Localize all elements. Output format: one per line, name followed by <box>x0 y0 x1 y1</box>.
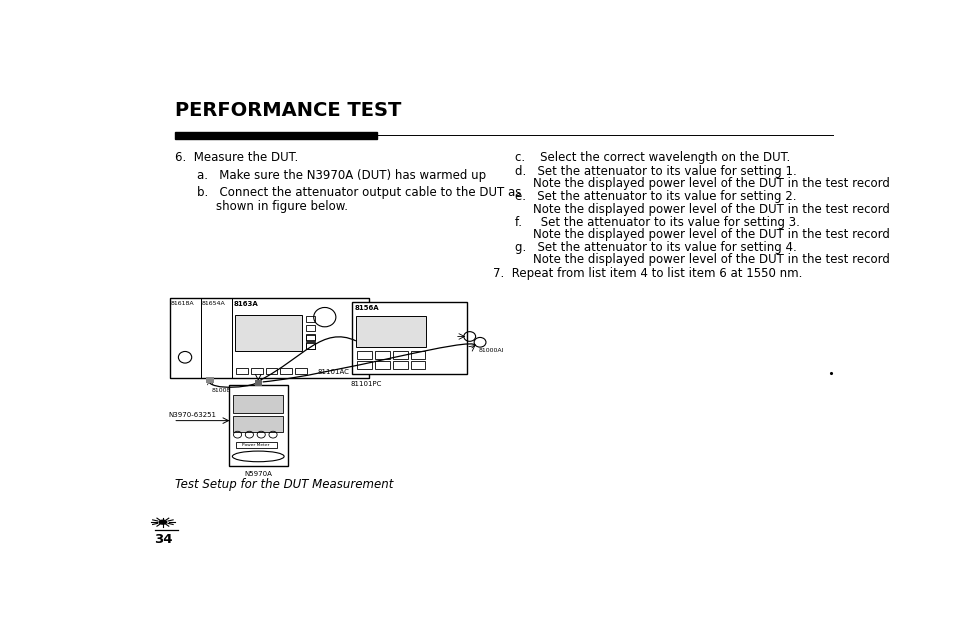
Bar <box>174 133 376 139</box>
Bar <box>265 369 277 374</box>
Text: e.   Set the attenuator to its value for setting 2.: e. Set the attenuator to its value for s… <box>515 190 796 203</box>
Text: Note the displayed power level of the DUT in the test record: Note the displayed power level of the DU… <box>533 203 889 215</box>
Bar <box>306 335 314 341</box>
Text: 81008AI: 81008AI <box>212 388 237 393</box>
Bar <box>393 361 407 369</box>
Text: a.   Make sure the N3970A (DUT) has warmed up: a. Make sure the N3970A (DUT) has warmed… <box>196 169 485 182</box>
Text: 81654A: 81654A <box>202 301 226 306</box>
Text: g.   Set the attenuator to its value for setting 4.: g. Set the attenuator to its value for s… <box>515 241 796 254</box>
Bar <box>229 385 288 466</box>
Text: 81618A: 81618A <box>171 301 194 306</box>
Text: 81101AC: 81101AC <box>317 369 349 375</box>
Text: 34: 34 <box>154 533 172 546</box>
Text: N3970-63251: N3970-63251 <box>168 412 215 418</box>
Text: 81101PC: 81101PC <box>351 381 381 387</box>
Text: Note the displayed power level of the DUT in the test record: Note the displayed power level of the DU… <box>533 177 889 190</box>
Bar <box>235 369 248 374</box>
Bar <box>410 352 425 359</box>
Text: 8163A: 8163A <box>233 301 258 306</box>
Bar <box>306 316 314 322</box>
Bar <box>393 352 407 359</box>
Text: shown in figure below.: shown in figure below. <box>216 200 348 213</box>
Bar <box>306 325 314 331</box>
Text: c.    Select the correct wavelength on the DUT.: c. Select the correct wavelength on the … <box>515 151 789 165</box>
Bar <box>170 298 369 377</box>
Bar <box>235 442 276 448</box>
Bar <box>306 333 314 340</box>
Text: f.     Set the attenuator to its value for setting 3.: f. Set the attenuator to its value for s… <box>515 215 799 229</box>
Text: 81000AI: 81000AI <box>478 348 503 353</box>
Bar <box>206 377 213 383</box>
Bar <box>170 298 200 377</box>
Bar <box>280 369 292 374</box>
Text: Test Setup for the DUT Measurement: Test Setup for the DUT Measurement <box>175 478 394 490</box>
Text: 8156A: 8156A <box>355 305 379 311</box>
Bar <box>375 361 390 369</box>
Bar <box>233 394 283 413</box>
Bar <box>352 302 466 374</box>
Bar <box>375 352 390 359</box>
Bar <box>294 369 307 374</box>
Bar <box>254 381 262 386</box>
Text: b.   Connect the attenuator output cable to the DUT as: b. Connect the attenuator output cable t… <box>196 186 520 198</box>
Bar <box>200 298 232 377</box>
Bar <box>357 361 372 369</box>
Bar <box>306 342 314 349</box>
Text: 6.  Measure the DUT.: 6. Measure the DUT. <box>174 151 297 165</box>
Text: Power Meter: Power Meter <box>242 443 270 447</box>
Bar <box>357 352 372 359</box>
Bar <box>233 416 283 432</box>
Bar <box>251 369 262 374</box>
Text: PERFORMANCE TEST: PERFORMANCE TEST <box>174 100 400 119</box>
Text: Note the displayed power level of the DUT in the test record: Note the displayed power level of the DU… <box>533 253 889 266</box>
Bar <box>355 316 426 347</box>
Ellipse shape <box>159 520 167 524</box>
Text: Note the displayed power level of the DUT in the test record: Note the displayed power level of the DU… <box>533 228 889 241</box>
Bar <box>232 298 369 377</box>
Text: d.   Set the attenuator to its value for setting 1.: d. Set the attenuator to its value for s… <box>515 165 796 178</box>
Text: 7.  Repeat from list item 4 to list item 6 at 1550 nm.: 7. Repeat from list item 4 to list item … <box>492 268 801 280</box>
Bar <box>235 315 301 351</box>
Bar <box>306 343 314 349</box>
Text: N5970A: N5970A <box>244 471 272 477</box>
Bar <box>410 361 425 369</box>
